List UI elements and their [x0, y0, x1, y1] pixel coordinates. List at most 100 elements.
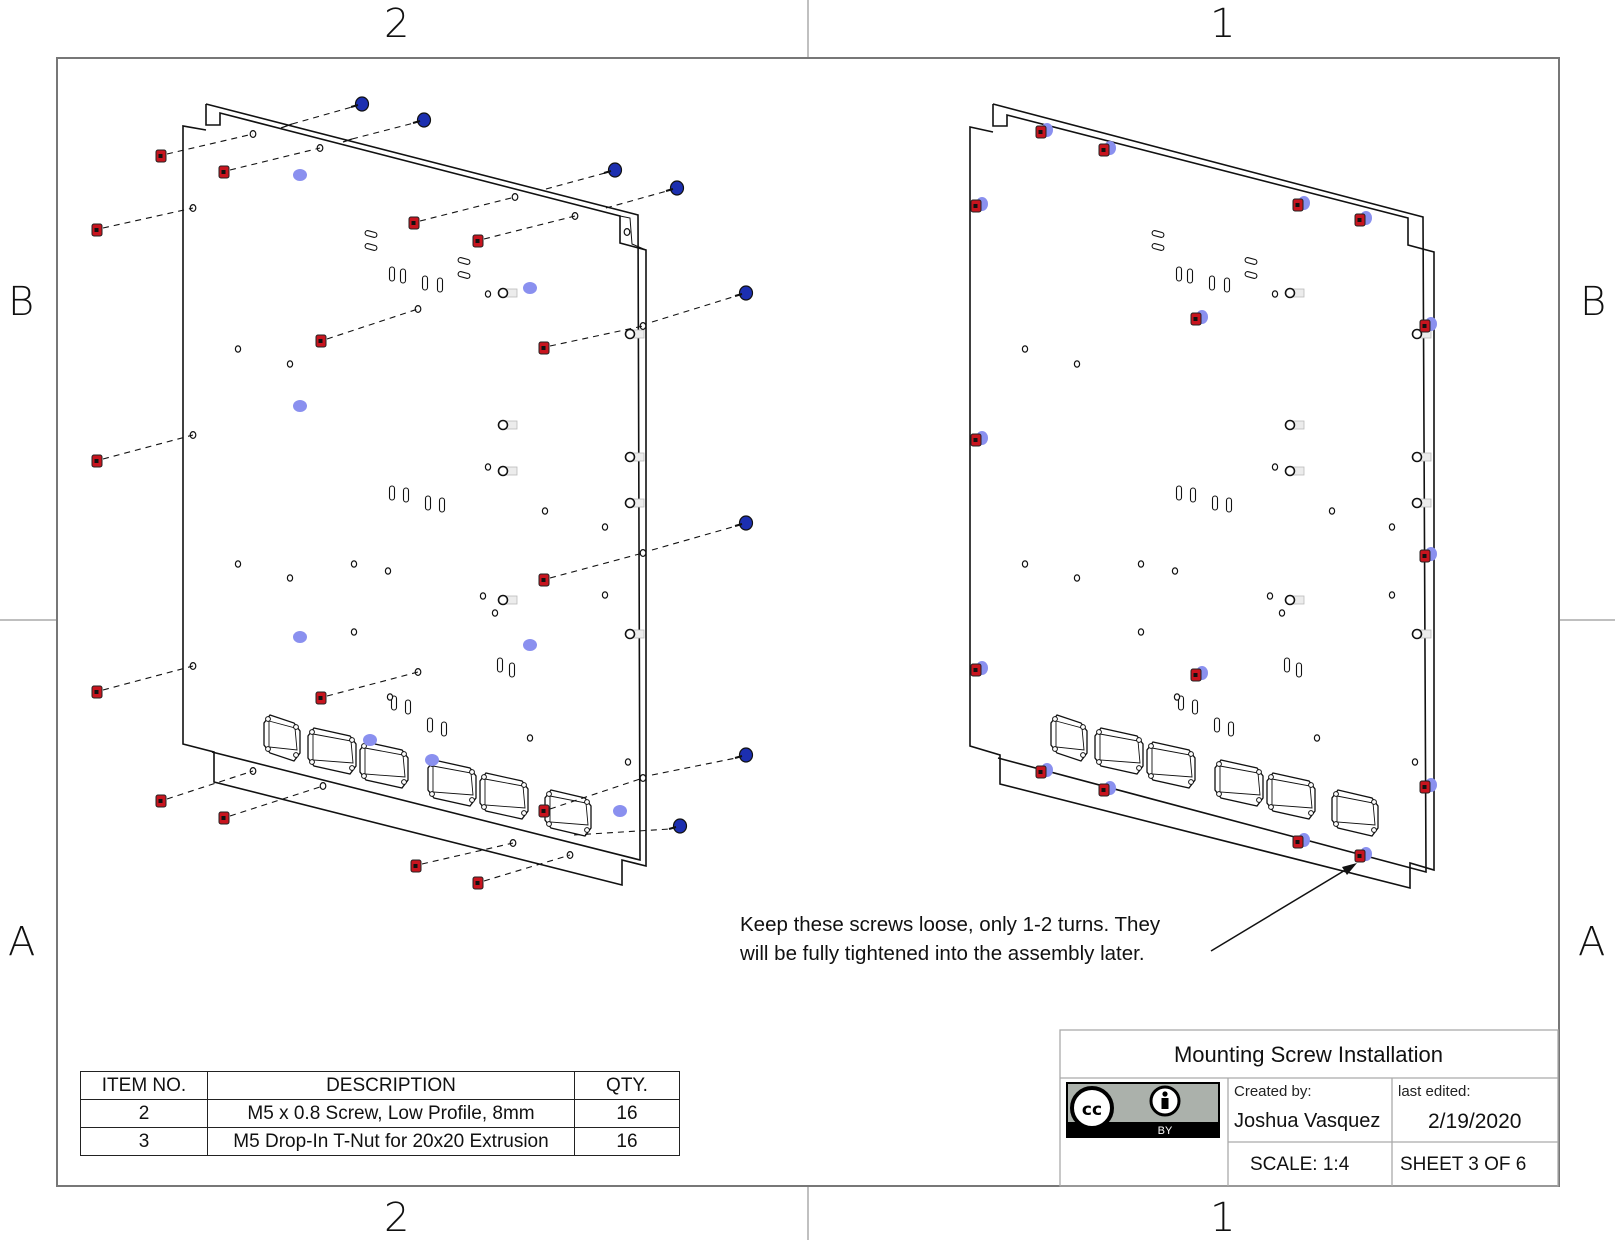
screw-shank: [665, 188, 674, 192]
note-leader: [1210, 863, 1357, 952]
cutout-screw-hole: [401, 779, 407, 785]
plate-back-edge: [992, 103, 1427, 874]
assembly-path: [326, 308, 419, 340]
screw-shank: [734, 755, 743, 759]
slot-cutout: [1151, 243, 1165, 251]
zone-label-bottom-1: 1: [1210, 1195, 1236, 1241]
slot-cutout: [1189, 487, 1197, 503]
assembly-path: [326, 671, 419, 697]
slot-cutout: [496, 657, 504, 673]
note-line-2: will be fully tightened into the assembl…: [740, 942, 1145, 965]
zone-label-left-B: B: [8, 279, 35, 325]
mounting-hole: [386, 693, 394, 701]
screw-ghost: [363, 734, 377, 746]
screw: [354, 96, 370, 112]
t-nut-thread: [158, 799, 163, 803]
slot-cutout: [402, 487, 410, 503]
slot-cutout: [1223, 277, 1231, 293]
zone-label-right-A: A: [1578, 919, 1606, 965]
cutout-screw-hole: [429, 791, 435, 797]
cutout-screw-hole: [1096, 729, 1102, 735]
mounting-hole: [624, 758, 632, 766]
cutout-screw-hole: [584, 799, 590, 805]
bom-qty: 16: [574, 1099, 680, 1128]
note-line-1: Keep these screws loose, only 1-2 turns.…: [740, 913, 1161, 936]
cutout-screw-hole: [1333, 821, 1339, 827]
mounting-hole: [1271, 290, 1279, 298]
cutout-screw-hole: [361, 773, 367, 779]
mounting-hole: [1173, 693, 1181, 701]
title-block-frame: [1059, 1029, 1559, 1187]
assembly-path: [419, 196, 516, 222]
cutout-screw-hole: [1371, 799, 1377, 805]
bom-table: ITEM NO. DESCRIPTION QTY. 2 M5 x 0.8 Scr…: [80, 1071, 680, 1156]
screw-shank: [603, 170, 612, 174]
assembly-note: Keep these screws loose, only 1-2 turns.…: [740, 910, 1160, 968]
title-block: Mounting Screw Installation cc BY Create…: [1060, 1030, 1557, 1182]
mounting-hole: [1021, 560, 1029, 568]
slot-cutout: [1208, 275, 1216, 291]
cutout-screw-hole: [349, 765, 355, 771]
assembly-path: [421, 842, 514, 865]
screw-ghost: [293, 169, 307, 181]
t-nut-thread: [475, 239, 480, 243]
t-nut-thread: [973, 668, 978, 672]
cutout-screw-hole: [481, 774, 487, 780]
standoff-hole: [1411, 328, 1423, 340]
mounting-hole: [350, 560, 358, 568]
bom-header-description: DESCRIPTION: [207, 1071, 575, 1100]
t-nut-thread: [94, 459, 99, 463]
slot-cutout: [1191, 699, 1199, 715]
connector-cutout-inner: [484, 778, 526, 809]
assembly-path: [102, 665, 194, 691]
bom-item: 2: [80, 1099, 208, 1128]
screw: [672, 818, 688, 834]
slot-cutout: [421, 275, 429, 291]
slot-cutout: [1177, 695, 1185, 711]
standoff-hole: [497, 465, 509, 477]
standoff-hole: [1411, 497, 1423, 509]
slot-cutout: [457, 271, 471, 279]
bom-row: 2 M5 x 0.8 Screw, Low Profile, 8mm 16: [80, 1099, 680, 1128]
standoff-hole: [497, 594, 509, 606]
slot-cutout: [436, 277, 444, 293]
mounting-hole: [286, 574, 294, 582]
mounting-hole: [234, 345, 242, 353]
t-nut-thread: [318, 696, 323, 700]
cc-logo-icon: cc BY: [1068, 1085, 1218, 1137]
mounting-hole: [1271, 463, 1279, 471]
cutout-screw-hole: [1188, 751, 1194, 757]
mounting-hole: [1278, 609, 1286, 617]
t-nut-thread: [1295, 203, 1300, 207]
t-nut-thread: [1038, 770, 1043, 774]
bom-item: 3: [80, 1127, 208, 1156]
screw: [669, 180, 685, 196]
last-edited-date: 2/19/2020: [1428, 1110, 1522, 1133]
bom-row: 3 M5 Drop-In T-Nut for 20x20 Extrusion 1…: [80, 1127, 680, 1156]
mounting-hole: [319, 782, 327, 790]
assembly-path: [483, 215, 576, 240]
assembly-path: [102, 207, 194, 229]
zone-label-bottom-2: 2: [384, 1195, 410, 1241]
cutout-screw-hole: [1268, 774, 1274, 780]
mounting-hole: [1021, 345, 1029, 353]
bom-header-row: ITEM NO. DESCRIPTION QTY.: [80, 1071, 680, 1100]
screw-shank: [734, 523, 743, 527]
t-nut-thread: [1422, 785, 1427, 789]
bom-description: M5 Drop-In T-Nut for 20x20 Extrusion: [207, 1127, 575, 1156]
slot-cutout: [390, 695, 398, 711]
assembly-path: [166, 770, 254, 800]
bom-header-item: ITEM NO.: [80, 1071, 208, 1100]
standoff-hole: [624, 497, 636, 509]
cutout-screw-hole: [1080, 724, 1086, 730]
slot-cutout: [364, 230, 378, 238]
cutout-screw-hole: [1136, 765, 1142, 771]
t-nut-thread: [475, 881, 480, 885]
mounting-hole: [639, 549, 647, 557]
t-nut-thread: [1422, 554, 1427, 558]
slot-cutout: [424, 495, 432, 511]
slot-cutout: [1295, 662, 1303, 678]
last-edited-label: last edited:: [1398, 1083, 1471, 1100]
slot-cutout: [1211, 495, 1219, 511]
